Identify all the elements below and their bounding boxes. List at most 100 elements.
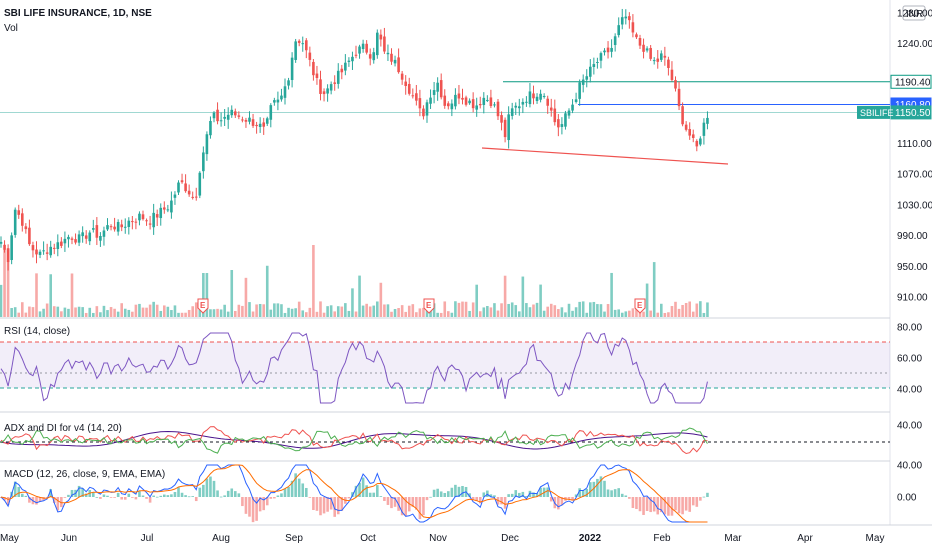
volume-bar [230, 270, 234, 317]
macd-histogram-bar [411, 497, 415, 507]
volume-bar [194, 302, 198, 317]
volume-bar [202, 273, 205, 317]
volume-bar [663, 312, 667, 317]
volume-bar [109, 307, 113, 317]
time-tick-label: 2022 [579, 533, 602, 544]
earnings-marker[interactable]: E [634, 298, 646, 314]
volume-bar [340, 306, 344, 317]
macd-histogram-bar [606, 489, 610, 497]
volume-bar [507, 303, 510, 317]
volume-bar [667, 312, 670, 317]
candle [542, 93, 546, 99]
macd-histogram-bar [305, 487, 308, 497]
macd-histogram-bar [194, 497, 198, 502]
time-axis[interactable]: May Jun Jul Aug Sep Oct Nov Dec 2022 Feb Mar Apr May [0, 533, 884, 544]
candle [305, 38, 308, 59]
candle [390, 48, 393, 65]
candle [489, 89, 493, 109]
candle [549, 98, 553, 117]
candle [468, 98, 471, 105]
volume-bar [336, 306, 340, 317]
volume-bar [571, 310, 574, 317]
candle [613, 33, 617, 52]
macd-histogram-bar [287, 486, 290, 497]
candle [635, 32, 638, 39]
price-badge-level-green: 1190.40 [890, 74, 932, 89]
macd-histogram-bar [631, 497, 635, 508]
volume-bar [237, 304, 241, 317]
candle [564, 110, 567, 130]
macd-histogram-bar [255, 497, 258, 521]
volume-bar [521, 276, 525, 317]
volume-bar [557, 309, 560, 317]
candle [223, 108, 226, 127]
candle [649, 45, 652, 61]
volume-bar [38, 311, 42, 317]
candle [255, 121, 258, 134]
candlesticks [0, 8, 709, 271]
volume-bar [652, 262, 656, 317]
macd-histogram-bar [273, 497, 276, 499]
macd-histogram-bar [706, 492, 709, 497]
macd-histogram-bar [209, 476, 212, 497]
macd-histogram-bar [468, 493, 471, 497]
candle [315, 65, 319, 85]
macd-histogram-bar [170, 494, 173, 497]
volume-bar [184, 312, 187, 317]
volume-bar [312, 245, 315, 317]
volume-bar [599, 304, 603, 317]
earnings-marker[interactable]: E [423, 298, 435, 314]
macd-histogram-bar [361, 477, 365, 497]
candle [67, 234, 70, 248]
adx-tick-label: 40.00 [897, 421, 922, 432]
candle [312, 58, 315, 81]
candle [336, 63, 340, 89]
macd-histogram-bar [461, 485, 464, 497]
macd-histogram-bar [131, 497, 134, 498]
macd-histogram-bar [393, 497, 397, 507]
macd-histogram-bar [102, 494, 106, 497]
candle [131, 216, 134, 230]
earnings-marker[interactable]: E [197, 298, 209, 314]
volume-bar [610, 272, 613, 317]
candle [567, 108, 571, 119]
candle [152, 203, 155, 235]
macd-histogram-bar [638, 497, 642, 512]
macd-tick-label: 40.00 [897, 461, 922, 472]
volume-bar [99, 312, 102, 317]
candle [35, 241, 38, 264]
rsi-tick-label: 60.00 [897, 354, 922, 365]
volume-bar [329, 305, 333, 317]
volume-bar [518, 311, 521, 317]
time-tick-label: Apr [797, 533, 813, 544]
volume-bar [567, 303, 571, 317]
volume-bar [294, 308, 297, 317]
volume-bar [60, 311, 63, 317]
candle [120, 219, 123, 232]
candle [24, 223, 28, 234]
volume-bar [127, 309, 131, 317]
candle [49, 240, 52, 258]
volume-bar [308, 307, 312, 317]
time-tick-label: Jul [141, 533, 154, 544]
di-minus-series [0, 426, 708, 455]
macd-histogram-bar [290, 480, 294, 497]
candle [265, 116, 269, 127]
volume-bar [226, 311, 230, 317]
macd-histogram-bar [645, 497, 649, 511]
currency-chip[interactable] [902, 5, 926, 21]
candle [31, 241, 35, 258]
candle [241, 116, 244, 123]
trend-line[interactable] [481, 147, 729, 165]
candle [415, 84, 418, 106]
volume-bar [84, 312, 88, 317]
volume-bar [415, 312, 418, 317]
macd-histogram-bar [376, 485, 379, 497]
volume-bar [255, 304, 258, 317]
price-axis[interactable]: 1280.00 1240.00 1110.00 1070.00 1030.00 990.0… [897, 9, 932, 304]
volume-bar [187, 309, 191, 317]
macd-histogram-bar [439, 491, 443, 497]
